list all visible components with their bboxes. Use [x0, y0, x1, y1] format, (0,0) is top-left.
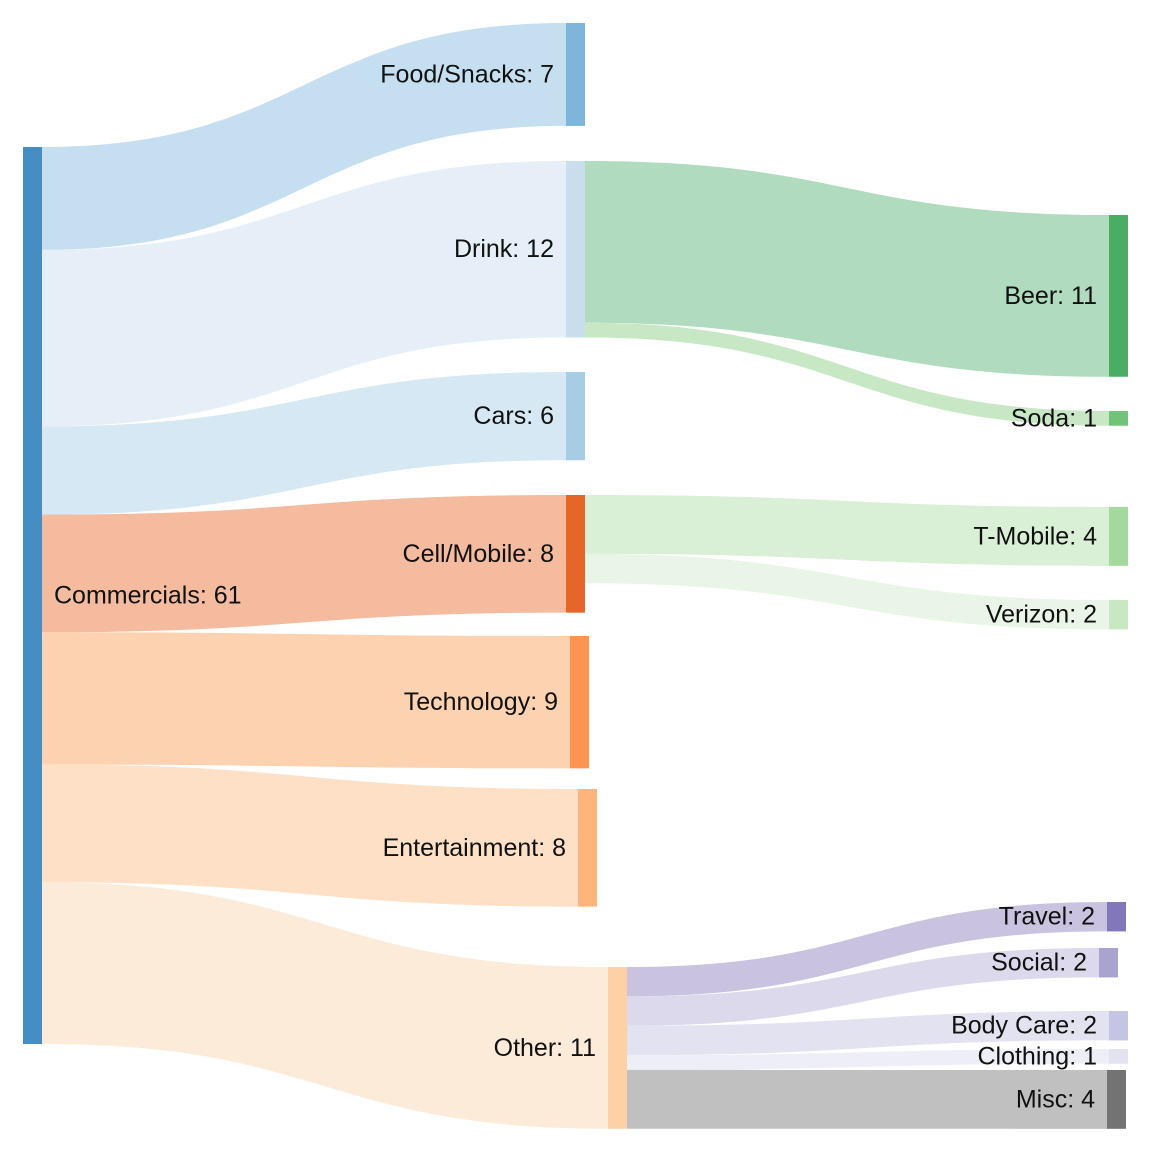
- link-commercials-to-cars: [42, 372, 566, 515]
- nodes-layer: [23, 23, 1128, 1129]
- node-label-soda: Soda: 1: [1011, 404, 1097, 432]
- node-cars: [566, 372, 585, 461]
- link-drink-to-soda: [585, 322, 1109, 426]
- node-label-verizon: Verizon: 2: [986, 601, 1097, 629]
- link-drink-to-beer: [585, 161, 1109, 377]
- node-label-t-mobile: T-Mobile: 4: [973, 522, 1097, 550]
- link-other-to-misc: [627, 1069, 1107, 1129]
- node-social: [1099, 948, 1118, 978]
- node-label-commercials: Commercials: 61: [54, 582, 242, 610]
- link-cell-mobile-to-verizon: [585, 553, 1109, 630]
- node-label-food-snacks: Food/Snacks: 7: [380, 60, 554, 88]
- node-travel: [1107, 902, 1126, 932]
- link-commercials-to-entertainment: [42, 764, 578, 907]
- node-label-other: Other: 11: [494, 1034, 596, 1062]
- node-body-care: [1109, 1011, 1128, 1041]
- link-commercials-to-drink: [42, 161, 566, 427]
- link-cell-mobile-to-t-mobile: [585, 495, 1109, 566]
- link-commercials-to-food-snacks: [42, 23, 566, 250]
- node-label-clothing: Clothing: 1: [977, 1042, 1097, 1070]
- node-label-body-care: Body Care: 2: [951, 1012, 1097, 1040]
- node-other: [608, 967, 627, 1129]
- node-label-cars: Cars: 6: [473, 402, 554, 430]
- node-drink: [566, 161, 585, 338]
- link-commercials-to-cell-mobile: [42, 495, 566, 633]
- node-label-travel: Travel: 2: [999, 903, 1095, 931]
- node-label-entertainment: Entertainment: 8: [383, 834, 566, 862]
- node-food-snacks: [566, 23, 585, 126]
- links-layer: [42, 23, 1109, 1129]
- node-technology: [570, 636, 589, 769]
- node-label-beer: Beer: 11: [1004, 282, 1097, 310]
- node-entertainment: [578, 789, 597, 907]
- link-other-to-body-care: [627, 1011, 1109, 1056]
- node-soda: [1109, 411, 1128, 426]
- node-verizon: [1109, 600, 1128, 630]
- node-label-drink: Drink: 12: [454, 235, 554, 263]
- link-commercials-to-other: [42, 882, 608, 1129]
- node-label-cell-mobile: Cell/Mobile: 8: [403, 540, 554, 568]
- node-cell-mobile: [566, 495, 585, 613]
- node-commercials: [23, 147, 42, 1044]
- node-label-misc: Misc: 4: [1016, 1085, 1095, 1113]
- node-t-mobile: [1109, 507, 1128, 566]
- node-beer: [1109, 215, 1128, 377]
- labels-layer: Commercials: 61 Food/Snacks: 7 Drink: 12 Ca…: [54, 60, 1097, 1113]
- link-other-to-clothing: [627, 1049, 1109, 1070]
- link-other-to-social: [627, 948, 1099, 1026]
- link-other-to-travel: [627, 902, 1107, 997]
- link-commercials-to-technology: [42, 632, 570, 769]
- node-label-technology: Technology: 9: [404, 688, 558, 716]
- node-clothing: [1109, 1049, 1128, 1064]
- node-misc: [1107, 1070, 1126, 1129]
- node-label-social: Social: 2: [991, 949, 1087, 977]
